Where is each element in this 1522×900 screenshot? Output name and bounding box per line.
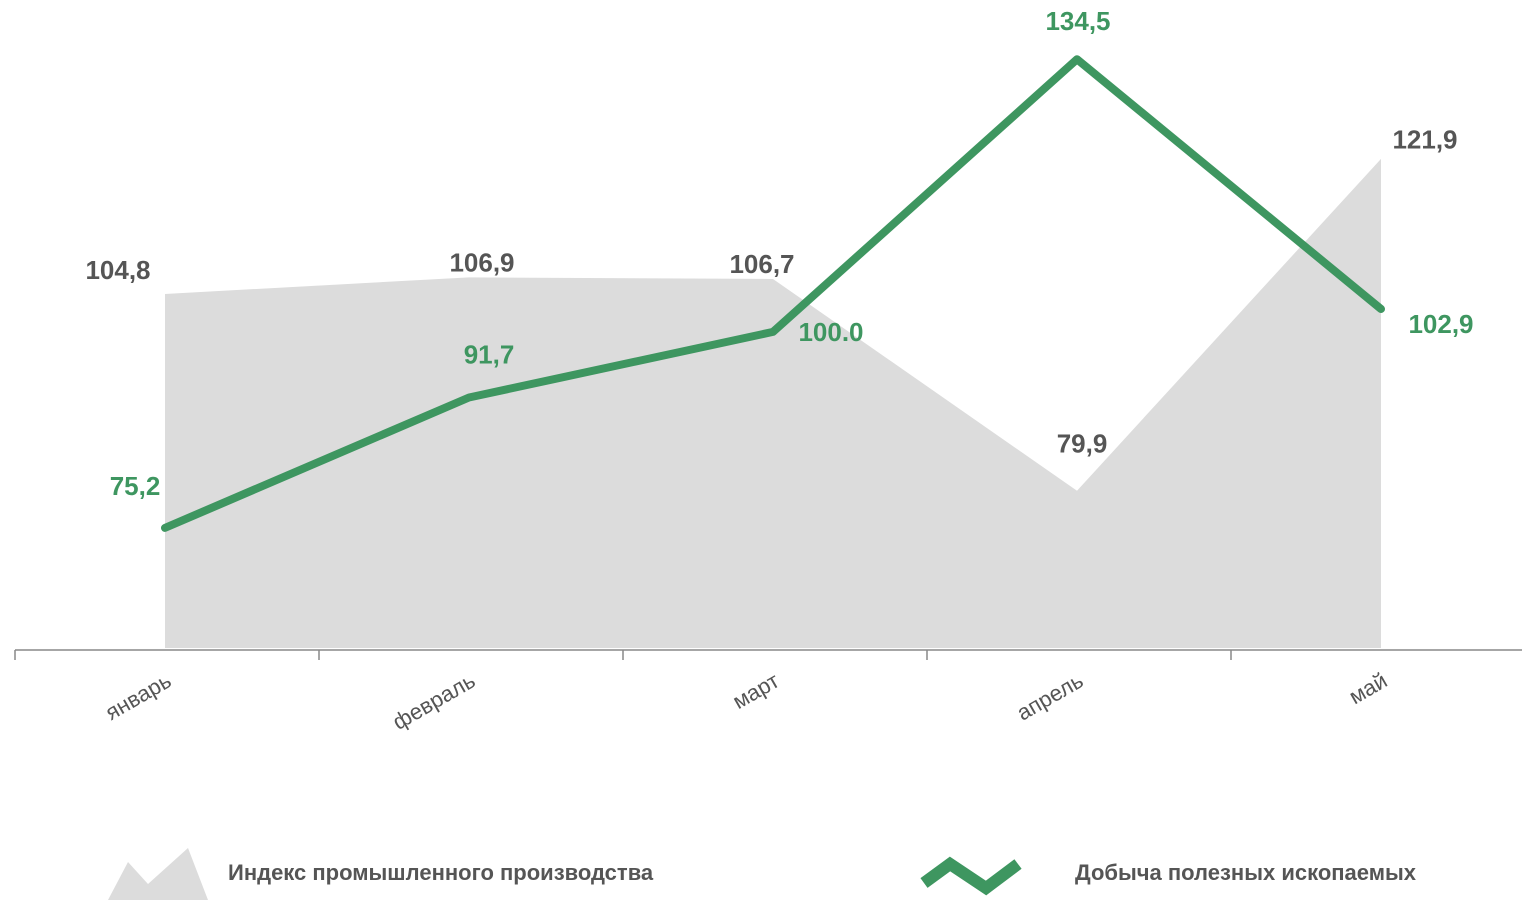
- data-label: 91,7: [464, 339, 515, 369]
- data-label: 102,9: [1408, 309, 1473, 339]
- data-label: 121,9: [1392, 125, 1457, 155]
- data-label: 100.0: [798, 317, 863, 347]
- legend-label: Добыча полезных ископаемых: [1075, 860, 1417, 885]
- area: [165, 158, 1381, 648]
- line: [161, 55, 1385, 532]
- x-tick-label: май: [1345, 668, 1392, 709]
- data-label: 75,2: [110, 471, 161, 501]
- legend-icon: [108, 848, 208, 900]
- legend-label: Индекс промышленного производства: [228, 860, 654, 885]
- x-tick-label: февраль: [388, 668, 479, 735]
- x-tick-label: март: [728, 668, 783, 714]
- data-label: 104,8: [85, 255, 150, 285]
- data-label: 79,9: [1057, 429, 1108, 459]
- data-label: 106,9: [449, 247, 514, 277]
- x-tick-label: апрель: [1012, 668, 1087, 726]
- data-label: 134,5: [1045, 6, 1110, 36]
- legend-icon: [920, 856, 1022, 896]
- data-label: 106,7: [729, 249, 794, 279]
- x-tick-label: январь: [101, 668, 175, 725]
